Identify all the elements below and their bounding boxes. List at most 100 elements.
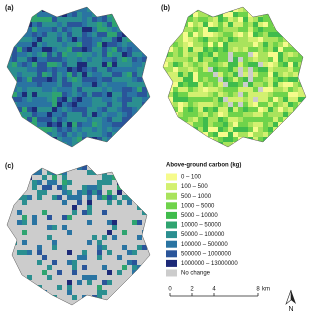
map-cell [77, 305, 82, 310]
map-cell [102, 285, 107, 290]
map-cell [7, 185, 12, 190]
map-cell [27, 190, 32, 195]
map-cell [97, 42, 102, 47]
map-cell [218, 77, 223, 82]
map-cell [87, 170, 92, 175]
map-cell [298, 57, 303, 62]
map-cell [188, 92, 193, 97]
map-cell [47, 67, 52, 72]
map-cell [47, 230, 52, 235]
map-cell [278, 57, 283, 62]
map-cell [32, 220, 37, 225]
map-cell [102, 72, 107, 77]
map-cell [142, 117, 147, 122]
map-cell [77, 190, 82, 195]
map-cell [132, 82, 137, 87]
legend-swatch [166, 250, 177, 258]
map-cell [218, 37, 223, 42]
map-cell [72, 215, 77, 220]
map-cell [47, 160, 52, 165]
map-cell [278, 77, 283, 82]
map-cell [57, 52, 62, 57]
map-cell [52, 62, 57, 67]
map-cell [122, 210, 127, 215]
map-cell [112, 62, 117, 67]
map-cell [117, 195, 122, 200]
map-cell [117, 180, 122, 185]
map-cell [52, 265, 57, 270]
map-cell [183, 82, 188, 87]
map-cell [107, 107, 112, 112]
map-cell [57, 300, 62, 305]
map-cell [92, 32, 97, 37]
map-cell [17, 185, 22, 190]
map-cell [17, 205, 22, 210]
map-cell [17, 190, 22, 195]
map-cell [12, 142, 17, 147]
map-cell [77, 235, 82, 240]
map-cell [97, 92, 102, 97]
map-cell [27, 270, 32, 275]
map-cell [22, 112, 27, 117]
map-cell [298, 147, 303, 152]
map-cell [142, 165, 147, 170]
map-cell [147, 250, 150, 255]
map-cell [132, 32, 137, 37]
map-cell [173, 2, 178, 7]
map-cell [122, 295, 127, 300]
map-cell [102, 102, 107, 107]
map-cell [233, 132, 238, 137]
map-cell [218, 62, 223, 67]
map-cell [102, 160, 107, 165]
map-cell [283, 57, 288, 62]
map-cell [228, 112, 233, 117]
map-cell [52, 7, 57, 12]
map-cell [52, 200, 57, 205]
map-cell [82, 250, 87, 255]
map-cell [142, 2, 147, 7]
map-cell [102, 12, 107, 17]
map-cell [92, 195, 97, 200]
map-cell [52, 235, 57, 240]
map-cell [67, 200, 72, 205]
map-cell [168, 107, 173, 112]
map-cell [112, 210, 117, 215]
map-cell [52, 127, 57, 132]
map-cell [183, 147, 188, 152]
map-cell [218, 112, 223, 117]
map-cell [198, 132, 203, 137]
map-cell [193, 117, 198, 122]
map-cell [2, 127, 7, 132]
map-cell [57, 72, 62, 77]
map-cell [303, 142, 306, 147]
legend-swatch [166, 202, 177, 210]
map-cell [42, 42, 47, 47]
map-cell [87, 225, 92, 230]
map-cell [122, 165, 127, 170]
map-cell [47, 97, 52, 102]
map-cell [22, 195, 27, 200]
map-cell [263, 57, 268, 62]
map-cell [37, 62, 42, 67]
map-cell [233, 22, 238, 27]
map-cell [132, 210, 137, 215]
map-cell [163, 127, 168, 132]
map-cell [67, 270, 72, 275]
map-cell [42, 87, 47, 92]
map-cell [47, 260, 52, 265]
map-cell [112, 195, 117, 200]
map-cell [112, 225, 117, 230]
map-cell [233, 102, 238, 107]
map-cell [137, 295, 142, 300]
map-cell [198, 112, 203, 117]
map-cell [188, 102, 193, 107]
map-cell [278, 142, 283, 147]
map-cell [62, 265, 67, 270]
map-cell [82, 17, 87, 22]
map-cell [268, 102, 273, 107]
map-cell [147, 205, 150, 210]
map-cell [178, 7, 183, 12]
map-cell [22, 300, 27, 305]
map-cell [127, 220, 132, 225]
map-cell [97, 132, 102, 137]
